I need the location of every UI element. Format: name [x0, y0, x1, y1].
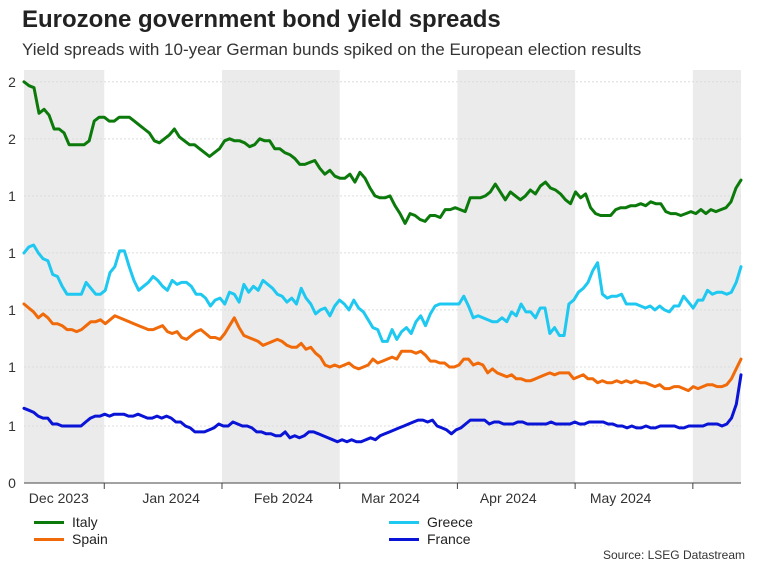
- y-tick-label: 1: [8, 245, 16, 261]
- chart-title: Eurozone government bond yield spreads: [22, 6, 501, 33]
- shaded-month-1: [221, 70, 340, 483]
- series-line-italy: [22, 80, 743, 225]
- x-tick-label: Apr 2024: [480, 490, 537, 506]
- legend-france: France: [389, 531, 471, 547]
- legend-greece: Greece: [389, 514, 473, 530]
- x-tick-label: Mar 2024: [361, 490, 420, 506]
- x-tick-label: Feb 2024: [254, 490, 313, 506]
- shaded-month-3: [692, 70, 741, 483]
- legend-italy: Italy: [34, 514, 98, 530]
- x-tick-label: Dec 2023: [29, 490, 89, 506]
- y-tick-label: 2: [8, 74, 16, 90]
- legend-label-italy: Italy: [72, 514, 98, 530]
- chart-subtitle: Yield spreads with 10-year German bunds …: [22, 40, 642, 59]
- legend-swatch-italy: [34, 520, 64, 524]
- legend-label-france: France: [427, 531, 471, 547]
- y-tick-label: 1: [8, 302, 16, 318]
- legend-swatch-greece: [389, 520, 419, 524]
- legend-label-greece: Greece: [427, 514, 473, 530]
- y-tick-label: 0: [8, 475, 16, 491]
- y-tick-label: 1: [8, 359, 16, 375]
- legend-label-spain: Spain: [72, 531, 108, 547]
- y-tick-label: 2: [8, 131, 16, 147]
- series-line-france: [22, 373, 743, 444]
- source-note: Source: LSEG Datastream: [602, 548, 745, 562]
- series-line-spain: [22, 302, 743, 393]
- x-tick-label: Jan 2024: [142, 490, 200, 506]
- x-tick-label: May 2024: [590, 490, 652, 506]
- legend-spain: Spain: [34, 531, 108, 547]
- legend-swatch-spain: [34, 537, 64, 541]
- legend-swatch-france: [389, 537, 419, 541]
- y-tick-label: 1: [8, 188, 16, 204]
- series-line-greece: [22, 243, 743, 343]
- y-tick-label: 1: [8, 418, 16, 434]
